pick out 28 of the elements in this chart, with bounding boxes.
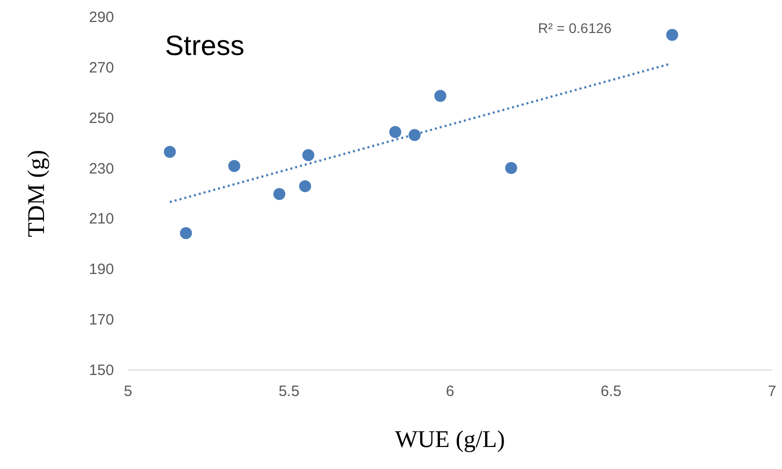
x-tick-label: 6.5 <box>600 383 622 400</box>
y-tick-label: 250 <box>88 110 114 127</box>
y-tick-label: 150 <box>88 362 114 379</box>
y-tick-label: 170 <box>88 312 114 329</box>
x-tick-label: 5 <box>124 383 132 400</box>
point <box>299 180 312 192</box>
point <box>273 188 286 200</box>
point <box>434 90 446 102</box>
annotation: R² = 0.6126 <box>538 20 612 36</box>
y-tick-label: 290 <box>88 9 114 26</box>
y-tick-label: 190 <box>88 261 114 278</box>
x-tick-label: 6 <box>446 383 454 400</box>
x-tick-label: 5.5 <box>278 383 300 400</box>
point <box>666 28 678 41</box>
point <box>228 160 240 172</box>
y-tick-label: 270 <box>88 59 114 76</box>
x-axis-title: WUE (g/L) <box>395 427 505 453</box>
y-tick-label: 230 <box>88 160 114 178</box>
y-tick-label: 210 <box>88 210 114 228</box>
y-axis-title: TDM (g) <box>24 150 50 238</box>
point <box>164 146 176 158</box>
point <box>408 129 421 142</box>
point <box>505 162 518 174</box>
chart-title: Stress <box>165 30 244 61</box>
point <box>180 227 192 240</box>
point <box>389 126 402 138</box>
point <box>302 149 314 162</box>
x-tick-label: 7 <box>768 383 776 400</box>
